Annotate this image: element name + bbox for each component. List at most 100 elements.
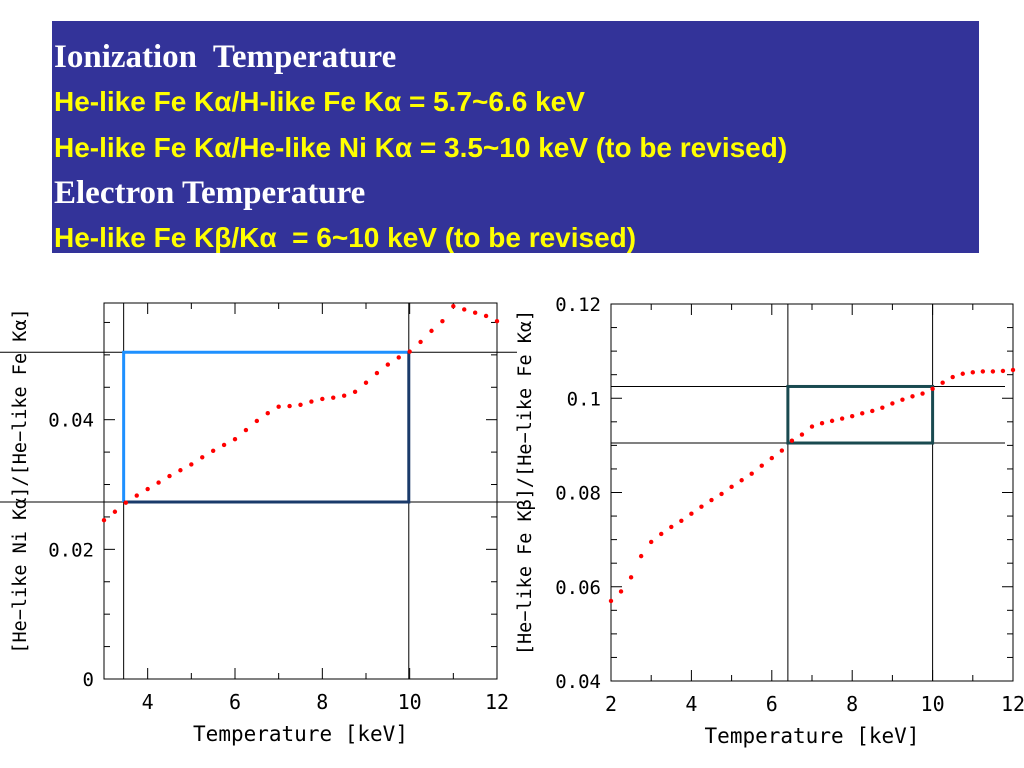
data-point bbox=[608, 598, 614, 604]
right-chart: 2 4 6 8 10 12 0.04 0.06 0.08 0.1 0.12 Temperature [… bbox=[515, 294, 1024, 748]
data-point bbox=[759, 463, 764, 468]
data-point bbox=[850, 413, 855, 419]
data-point bbox=[178, 468, 183, 473]
data-point bbox=[287, 403, 292, 409]
data-point bbox=[930, 386, 935, 392]
header-banner: Ionization Temperature He-like Fe Kα/H-l… bbox=[52, 21, 979, 253]
data-point bbox=[451, 304, 456, 309]
data-point bbox=[167, 473, 172, 479]
data-point bbox=[363, 380, 369, 385]
data-point bbox=[221, 442, 227, 448]
y-tick-label: 0 bbox=[83, 669, 94, 691]
data-point bbox=[699, 504, 704, 509]
electron-title: Electron Temperature bbox=[54, 175, 366, 211]
kb-ka-ratio-line: He-like Fe Kβ/Kα = 6~10 keV (to be revis… bbox=[54, 222, 637, 253]
data-point bbox=[880, 405, 885, 410]
data-point bbox=[254, 418, 260, 424]
data-point bbox=[265, 411, 270, 416]
x-tick-label: 8 bbox=[316, 690, 328, 714]
x-tick-label: 6 bbox=[766, 692, 778, 716]
y-axis-label: [He−like Fe Kβ]/[He−like Fe Kα] bbox=[515, 310, 536, 655]
range-box-bottom-right bbox=[123, 352, 411, 504]
x-tick-label: 10 bbox=[398, 690, 422, 714]
data-point bbox=[679, 518, 684, 523]
data-point bbox=[462, 307, 467, 312]
data-point bbox=[618, 589, 624, 594]
data-point bbox=[189, 462, 194, 467]
data-point bbox=[374, 370, 380, 376]
data-point bbox=[860, 411, 865, 416]
x-tick-label: 2 bbox=[605, 692, 617, 716]
data-point bbox=[628, 575, 634, 580]
y-tick-label: 0.12 bbox=[555, 294, 601, 316]
data-point bbox=[200, 455, 205, 460]
data-point bbox=[396, 355, 401, 360]
x-tick-label: 8 bbox=[846, 692, 858, 716]
data-point bbox=[870, 408, 875, 414]
data-point bbox=[156, 480, 161, 485]
data-point bbox=[890, 401, 895, 406]
data-point bbox=[494, 318, 500, 324]
data-point bbox=[719, 491, 724, 497]
data-point bbox=[298, 402, 303, 407]
y-tick-label: 0.06 bbox=[555, 577, 601, 599]
data-point bbox=[940, 380, 945, 385]
data-point bbox=[749, 471, 754, 476]
fe-ka-ratio-line: He-like Fe Kα/H-like Fe Kα = 5.7~6.6 keV bbox=[54, 86, 585, 117]
data-point bbox=[440, 318, 445, 324]
data-point bbox=[331, 395, 336, 400]
data-point bbox=[112, 509, 118, 514]
data-point bbox=[101, 517, 107, 523]
x-axis-label: Temperature [keV] bbox=[193, 722, 408, 746]
x-tick-label: 10 bbox=[921, 692, 945, 716]
data-point bbox=[429, 328, 434, 334]
data-point bbox=[418, 339, 423, 345]
left-chart: 4 6 8 10 12 0 0.02 0.04 Temperature [keV] [He−lik… bbox=[0, 302, 517, 746]
data-point bbox=[1000, 368, 1006, 374]
data-point bbox=[729, 484, 734, 490]
data-point bbox=[839, 416, 845, 421]
data-point bbox=[779, 448, 785, 453]
data-point bbox=[709, 497, 714, 503]
x-tick-label: 4 bbox=[142, 690, 154, 714]
y-tick-label: 0.1 bbox=[567, 388, 601, 410]
data-point bbox=[739, 478, 744, 483]
y-tick-label: 0.04 bbox=[48, 410, 94, 432]
data-point bbox=[819, 421, 825, 426]
data-point bbox=[243, 427, 249, 433]
data-point bbox=[990, 369, 996, 374]
range-box bbox=[786, 384, 935, 445]
y-tick-label: 0.04 bbox=[555, 671, 601, 693]
data-point bbox=[385, 362, 391, 367]
data-point bbox=[309, 399, 314, 404]
data-point bbox=[472, 310, 478, 315]
data-point bbox=[960, 371, 965, 376]
data-point bbox=[920, 391, 925, 396]
data-point bbox=[659, 531, 664, 537]
data-point bbox=[950, 374, 955, 380]
data-point bbox=[232, 436, 238, 442]
data-point bbox=[210, 448, 216, 454]
y-tick-label: 0.02 bbox=[48, 539, 94, 561]
ni-ka-ratio-line: He-like Fe Kα/He-like Ni Kα = 3.5~10 keV… bbox=[54, 132, 788, 163]
data-point bbox=[769, 455, 774, 461]
data-point bbox=[689, 511, 694, 516]
data-point bbox=[829, 418, 835, 424]
y-axis-label: [He−like Ni Kα]/[He−like Fe Kα] bbox=[10, 308, 31, 653]
x-tick-label: 12 bbox=[485, 690, 509, 714]
data-point bbox=[910, 394, 915, 399]
plot-frame bbox=[610, 303, 1014, 682]
x-axis-label: Temperature [keV] bbox=[705, 724, 920, 748]
data-point bbox=[789, 438, 795, 443]
data-point bbox=[352, 389, 358, 395]
data-point bbox=[341, 393, 347, 398]
data-point bbox=[669, 524, 674, 530]
ionization-title: Ionization Temperature bbox=[54, 39, 397, 75]
x-tick-label: 4 bbox=[685, 692, 697, 716]
x-tick-label: 12 bbox=[1001, 692, 1024, 716]
data-point bbox=[638, 553, 644, 559]
data-point bbox=[276, 404, 281, 409]
data-point bbox=[649, 539, 654, 545]
data-point bbox=[407, 349, 412, 354]
